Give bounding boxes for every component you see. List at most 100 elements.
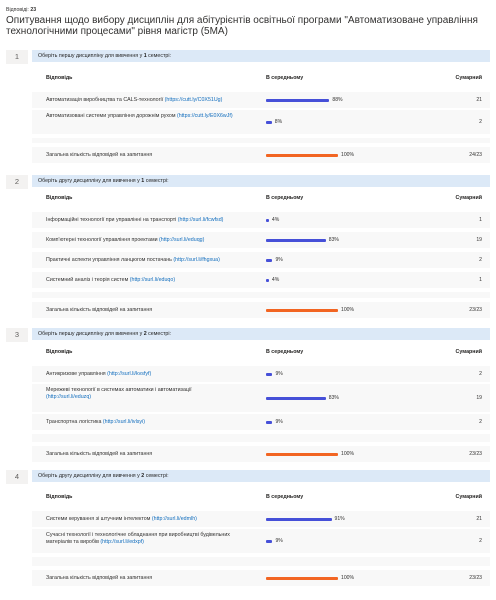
percent-bar-fill	[266, 218, 269, 222]
response-total: 2	[479, 370, 482, 377]
table-total-row: Загальна кількість відповідей на запитан…	[32, 302, 490, 318]
answer-label: Інформаційні технології при управлінні н…	[46, 217, 261, 224]
page-title: Опитування щодо вибору дисциплін для абі…	[6, 15, 478, 37]
answer-label: Автоматизовані системи управління дорожн…	[46, 113, 261, 120]
percent-bar	[266, 396, 338, 400]
answer-text: Системи керування зі штучним інтелектом	[46, 515, 152, 522]
answer-text: Транспортна логістика	[46, 418, 103, 425]
question-header: Оберіть першу дисципліну для вивчення у …	[32, 328, 490, 340]
percent-value: 8%	[274, 118, 283, 125]
response-total: 2	[479, 537, 482, 544]
response-total: 2	[479, 418, 482, 425]
answer-link[interactable]: (http://surl.li/fcwfsd)	[177, 216, 224, 223]
percent-bar-fill	[266, 278, 269, 282]
answer-label: Автоматизація виробництва та CALS-технол…	[46, 97, 261, 104]
answer-text: Автоматизація виробництва та CALS-технол…	[46, 96, 165, 103]
response-total: 1	[479, 216, 482, 223]
table-row: Системи керування зі штучним інтелектом …	[32, 511, 490, 527]
table-header-row: Відповідь В середньому Сумарний	[32, 72, 490, 86]
table-row: Інформаційні технології при управлінні н…	[32, 212, 490, 228]
total-percent-value: 100%	[341, 574, 355, 581]
response-total: 19	[476, 236, 482, 243]
percent-bar-fill	[266, 539, 273, 543]
table-header-row: Відповідь В середньому Сумарний	[32, 346, 490, 360]
question-header: Оберіть першу дисципліну для вивчення у …	[32, 50, 490, 62]
total-percent-bar	[266, 153, 338, 157]
answer-link[interactable]: (http://surl.li/ivlsyi)	[102, 418, 145, 425]
percent-bar	[266, 372, 338, 376]
total-percent-bar	[266, 308, 338, 312]
survey-summary: Відповіді: 23 Опитування щодо вибору дис…	[6, 6, 490, 37]
answer-label: Транспортна логістика (http://surl.li/iv…	[46, 419, 261, 426]
percent-bar-fill	[266, 420, 273, 424]
percent-bar	[266, 98, 338, 102]
response-total: 2	[479, 118, 482, 125]
table-row: Практичні аспекти управління ланцюгом по…	[32, 252, 490, 268]
table-spacer-row	[32, 557, 490, 566]
total-percent-bar-fill	[266, 153, 338, 157]
answer-text: Системний аналіз і теорія систем	[46, 276, 130, 283]
percent-value: 88%	[332, 96, 343, 103]
table-spacer-row	[32, 292, 490, 298]
table-total-row: Загальна кількість відповідей на запитан…	[32, 570, 490, 586]
question-number: 4	[6, 470, 28, 484]
answer-label: Системний аналіз і теорія систем (http:/…	[46, 277, 261, 284]
percent-bar-fill	[266, 372, 273, 376]
percent-bar	[266, 420, 338, 424]
answer-text: Автоматизовані системи управління дорожн…	[46, 113, 177, 119]
answer-link[interactable]: (http://surl.li/edxpf)	[100, 539, 144, 545]
answer-link[interactable]: (http://surl.li/eduzq)	[46, 394, 92, 400]
table-row: Антикризове управління (http://surl.li/k…	[32, 366, 490, 382]
answer-label: Антикризове управління (http://surl.li/k…	[46, 371, 261, 378]
percent-bar	[266, 258, 338, 262]
answer-link[interactable]: (http://surl.li/fhgxua)	[173, 256, 220, 263]
answer-link[interactable]: (https://cutt.ly/C0X51Ug)	[164, 96, 223, 103]
question-header-text: Оберіть першу дисципліну для вивчення у	[38, 53, 144, 59]
answer-link[interactable]: (http://surl.li/edmlh)	[151, 515, 197, 522]
total-label: Загальна кількість відповідей на запитан…	[46, 151, 153, 158]
answer-link[interactable]: (http://surl.li/kvsfyf)	[107, 370, 152, 377]
question-number: 1	[6, 50, 28, 64]
question-header-semester: 2	[141, 473, 145, 479]
total-percent-value: 100%	[341, 151, 355, 158]
answer-link[interactable]: (https://cutt.ly/E0X6wJf)	[177, 113, 233, 119]
total-percent-bar-fill	[266, 308, 338, 312]
question-header-semester: 2	[143, 331, 147, 337]
percent-bar-fill	[266, 258, 273, 262]
percent-value: 83%	[328, 236, 339, 243]
answer-text: Інформаційні технології при управлінні н…	[46, 216, 178, 223]
table-spacer-row	[32, 434, 490, 442]
response-count-label: Відповіді:	[6, 7, 29, 13]
percent-value: 9%	[275, 418, 283, 425]
question-header-text: Оберіть першу дисципліну для вивчення у	[38, 331, 144, 337]
answer-link[interactable]: (http://surl.li/eduqg)	[159, 236, 205, 243]
question-block: 1 Оберіть першу дисципліну для вивчення у…	[6, 50, 490, 165]
question-header: Оберіть другу дисципліну для вивчення у …	[32, 175, 490, 187]
total-percent-value: 100%	[341, 450, 355, 457]
column-header-answer: Відповідь	[46, 75, 73, 81]
percent-bar	[266, 517, 338, 521]
percent-value: 9%	[275, 537, 283, 544]
table-spacer-row	[32, 138, 490, 143]
percent-value: 4%	[271, 276, 280, 283]
answer-link[interactable]: (http://surl.li/eduqo)	[129, 276, 176, 283]
answer-text: Мережеві технології в системах автоматик…	[46, 387, 192, 393]
question-block: 4 Оберіть другу дисципліну для вивчення у…	[6, 470, 490, 588]
question-number: 2	[6, 175, 28, 189]
column-header-total: Сумарний	[455, 494, 482, 500]
table-row: Транспортна логістика (http://surl.li/iv…	[32, 414, 490, 430]
answer-label: Комп'ютерні технології управління проект…	[46, 237, 261, 244]
question-header-suffix: семестрі:	[144, 178, 169, 184]
answer-label: Сучасні технології і технологічне обладн…	[46, 532, 261, 546]
total-label: Загальна кількість відповідей на запитан…	[46, 306, 153, 313]
column-header-total: Сумарний	[455, 75, 482, 81]
answer-label: Системи керування зі штучним інтелектом …	[46, 516, 261, 523]
total-percent-bar-fill	[266, 452, 338, 456]
total-label: Загальна кількість відповідей на запитан…	[46, 574, 153, 581]
column-header-total: Сумарний	[455, 349, 482, 355]
percent-bar	[266, 539, 338, 543]
response-total: 19	[476, 394, 482, 401]
question-number: 3	[6, 328, 28, 342]
table-total-row: Загальна кількість відповідей на запитан…	[32, 446, 490, 462]
response-total: 2	[479, 256, 482, 263]
